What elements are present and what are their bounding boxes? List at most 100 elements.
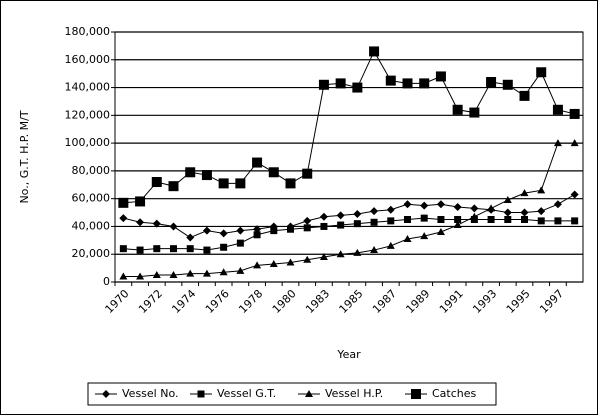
data-point — [552, 104, 563, 115]
data-point — [152, 219, 161, 228]
data-point — [336, 250, 345, 258]
data-point — [203, 246, 211, 254]
series-line — [123, 142, 575, 277]
data-point — [236, 226, 245, 235]
data-point — [470, 212, 479, 220]
data-point — [335, 78, 346, 89]
data-point — [554, 217, 562, 225]
data-point — [487, 204, 496, 212]
series-line — [123, 50, 575, 204]
data-point — [419, 78, 430, 89]
data-point — [553, 200, 562, 209]
data-point — [352, 82, 363, 93]
data-point — [570, 190, 579, 199]
data-point — [353, 220, 361, 228]
series-line — [123, 194, 575, 239]
data-point — [202, 226, 211, 235]
y-tick-label: 140,000 — [65, 81, 111, 94]
data-point — [152, 271, 161, 279]
data-point — [470, 204, 479, 213]
data-point — [269, 259, 278, 267]
data-point — [219, 229, 228, 238]
data-point — [453, 203, 462, 211]
data-point — [503, 196, 512, 204]
data-point — [302, 168, 313, 179]
legend-label: Vessel H.P. — [325, 387, 383, 400]
data-point — [136, 272, 145, 280]
data-point — [353, 209, 362, 218]
data-point — [235, 178, 246, 189]
data-point — [253, 231, 261, 239]
data-point — [136, 218, 145, 227]
data-point — [453, 221, 462, 229]
data-point — [537, 217, 545, 225]
data-point — [486, 77, 497, 87]
data-point — [169, 222, 178, 231]
data-point — [537, 186, 546, 194]
data-point — [318, 79, 329, 90]
data-point — [287, 225, 294, 233]
data-point — [536, 67, 547, 78]
data-point — [370, 218, 378, 226]
data-point — [502, 79, 513, 90]
data-point — [553, 139, 562, 147]
data-point — [571, 217, 579, 225]
data-point — [119, 272, 128, 280]
legend-marker — [102, 390, 110, 398]
y-tick-label: 160,000 — [65, 53, 111, 66]
legend-label: Vessel G.T. — [217, 387, 276, 400]
data-point — [202, 269, 211, 277]
data-point — [286, 258, 295, 266]
data-point — [253, 261, 262, 269]
data-point — [403, 234, 412, 242]
data-point — [369, 46, 380, 57]
data-point — [268, 167, 279, 178]
legend-label: Catches — [432, 387, 477, 400]
data-point — [420, 201, 429, 210]
data-point — [252, 157, 263, 168]
data-point — [454, 216, 462, 223]
data-point — [170, 245, 177, 253]
data-point — [303, 224, 311, 232]
data-point — [270, 227, 278, 235]
legend-marker — [197, 390, 205, 398]
y-tick-label: 40,000 — [72, 219, 111, 232]
data-point — [420, 214, 428, 222]
data-point — [285, 178, 296, 189]
data-point — [220, 243, 228, 251]
data-point — [570, 139, 579, 147]
data-point — [503, 208, 512, 217]
y-tick-label: 0 — [103, 275, 110, 288]
data-point — [504, 216, 512, 223]
legend-label: Vessel No. — [122, 387, 178, 400]
data-point — [135, 196, 146, 207]
legend-box — [87, 382, 497, 406]
data-point — [437, 216, 445, 223]
data-point — [403, 200, 412, 209]
data-point — [402, 78, 413, 89]
data-point — [319, 212, 328, 221]
data-point — [520, 208, 529, 217]
data-point — [370, 246, 379, 254]
data-point — [353, 248, 362, 256]
x-axis-label: Year — [336, 348, 361, 361]
data-point — [569, 108, 580, 119]
data-point — [186, 233, 195, 242]
data-point — [303, 255, 312, 263]
data-point — [386, 205, 395, 214]
data-point — [386, 241, 395, 249]
data-point — [487, 216, 495, 223]
data-point — [404, 216, 411, 223]
data-point — [185, 167, 196, 178]
data-point — [452, 104, 463, 115]
y-tick-label: 100,000 — [65, 136, 111, 149]
data-point — [151, 177, 162, 187]
data-point — [219, 268, 228, 276]
data-point — [253, 225, 262, 234]
data-point — [169, 271, 178, 279]
data-point — [186, 269, 195, 277]
data-point — [519, 90, 530, 101]
y-tick-label: 60,000 — [72, 192, 111, 205]
legend-marker — [411, 389, 421, 399]
data-point — [136, 246, 144, 254]
